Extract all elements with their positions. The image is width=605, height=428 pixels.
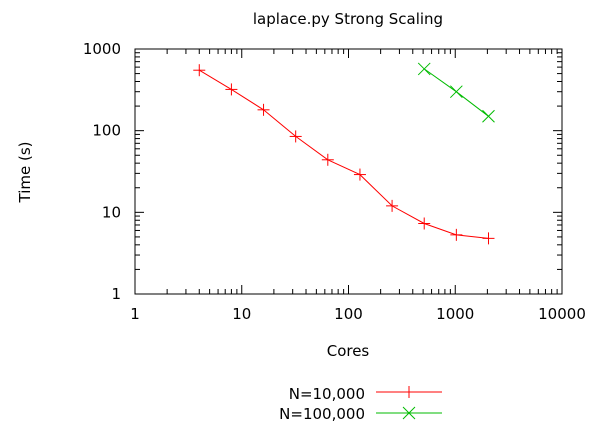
data-point-n10000 [353, 168, 366, 181]
chart-title: laplace.py Strong Scaling [253, 10, 443, 28]
data-point-n100000 [449, 85, 463, 99]
legend-label-n100000: N=100,000 [279, 405, 365, 423]
data-point-n10000 [225, 83, 238, 96]
axis-ticks [134, 48, 563, 295]
legend-swatches [376, 386, 442, 420]
legend-swatch-marker-n10000 [403, 386, 415, 398]
data-point-n100000 [482, 109, 495, 123]
series-line-n100000 [423, 68, 489, 117]
data-point-n10000 [450, 228, 463, 241]
data-point-n10000 [257, 103, 270, 116]
series-line-n10000 [199, 69, 489, 239]
y-tick-label: 1 [111, 285, 121, 303]
x-tick-label: 1 [130, 305, 140, 323]
plot-frame [134, 48, 563, 295]
data-point-n10000 [193, 64, 206, 77]
x-tick-label: 1000 [436, 305, 474, 323]
x-tick-label: 100 [334, 305, 363, 323]
legend: N=10,000 N=100,000 [279, 385, 442, 423]
x-axis-label: Cores [327, 342, 370, 360]
legend-swatch-marker-n100000 [402, 406, 416, 420]
axis-tick-labels: 1 10 100 1000 10000 1 10 100 1000 [83, 40, 586, 323]
x-tick-label: 10000 [538, 305, 586, 323]
data-point-n10000 [418, 217, 431, 230]
y-tick-label: 1000 [83, 40, 121, 58]
data-point-n10000 [386, 199, 399, 212]
legend-label-n10000: N=10,000 [289, 385, 365, 403]
y-axis-label: Time (s) [16, 142, 34, 204]
data-series [193, 62, 495, 245]
y-tick-label: 10 [102, 203, 121, 221]
x-tick-label: 10 [232, 305, 251, 323]
data-point-n10000 [482, 232, 495, 245]
y-tick-label: 100 [92, 122, 121, 140]
data-point-n10000 [289, 130, 302, 143]
data-point-n10000 [321, 153, 334, 166]
data-point-n100000 [417, 62, 431, 76]
